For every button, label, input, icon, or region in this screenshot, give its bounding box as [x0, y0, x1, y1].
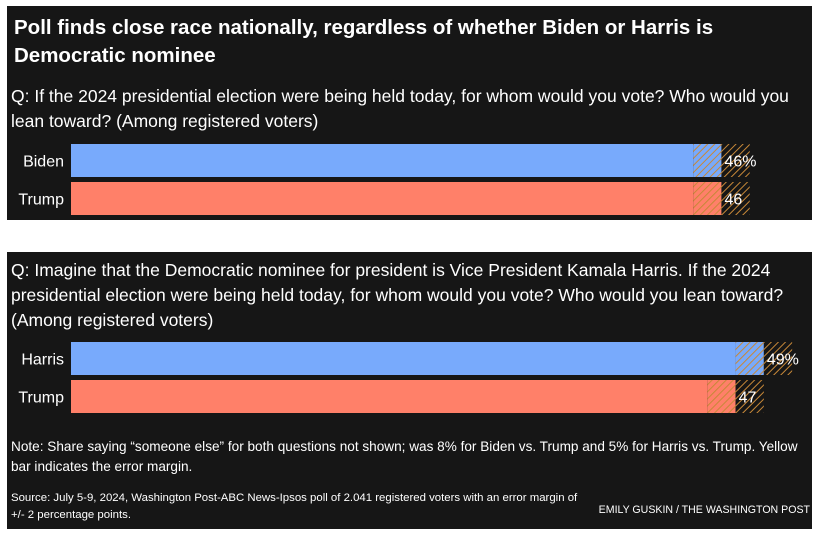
error-margin-outer-trump — [721, 182, 750, 215]
error-margin-outer-harris — [763, 342, 793, 375]
credit-line: EMILY GUSKIN / THE WASHINGTON POST — [598, 504, 810, 516]
value-label-trump: 47 — [739, 390, 757, 407]
error-margin-inner-trump — [707, 380, 736, 413]
error-margin-outer-trump — [735, 380, 764, 413]
category-label-trump: Trump — [18, 390, 64, 407]
chart-panel-bottom: Q: Imagine that the Democratic nominee f… — [7, 252, 812, 529]
category-label-harris: Harris — [21, 352, 64, 369]
error-margin-inner-harris — [735, 342, 764, 375]
error-margin-outer-biden — [721, 144, 750, 177]
question-2: Q: Imagine that the Democratic nominee f… — [11, 260, 784, 330]
chart-note: Note: Share saying “someone else” for bo… — [11, 439, 798, 474]
value-label-trump: 46 — [724, 192, 742, 209]
headline: Poll finds close race nationally, regard… — [14, 16, 714, 67]
error-margin-inner-biden — [693, 144, 722, 177]
bar-trump — [71, 380, 708, 413]
bar-trump — [71, 182, 694, 215]
bar-chart-biden-vs-trump: Biden 46% Trump 46 — [18, 144, 756, 215]
value-label-biden: 46% — [724, 154, 756, 171]
category-label-biden: Biden — [23, 154, 64, 171]
category-label-trump: Trump — [18, 192, 64, 209]
chart-panel-top: Poll finds close race nationally, regard… — [7, 6, 812, 220]
bar-chart-harris-vs-trump: Harris 49% Trump 47 — [18, 342, 799, 413]
source-note: Source: July 5-9, 2024, Washington Post-… — [11, 492, 578, 521]
value-label-harris: 49% — [767, 352, 799, 369]
bar-biden — [71, 144, 694, 177]
error-margin-inner-trump — [693, 182, 722, 215]
bar-harris — [71, 342, 736, 375]
question-1: Q: If the 2024 presidential election wer… — [11, 86, 789, 131]
